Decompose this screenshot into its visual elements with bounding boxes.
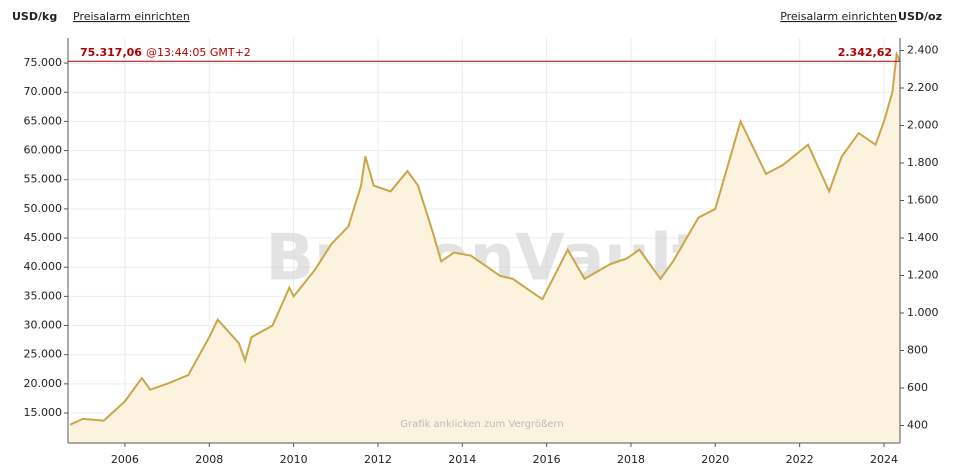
price-alarm-link[interactable]: Preisalarm einrichten <box>73 10 190 23</box>
x-tick-label: 2010 <box>280 453 308 466</box>
y2-axis-unit: USD/oz <box>898 10 942 23</box>
x-tick-label: 2018 <box>617 453 645 466</box>
y-tick-label: 50.000 <box>24 202 63 215</box>
x-tick-label: 2022 <box>786 453 814 466</box>
x-tick-label: 2014 <box>448 453 476 466</box>
y2-tick-label: 1.200 <box>907 268 939 281</box>
y-tick-label: 65.000 <box>24 114 63 127</box>
y-tick-label: 45.000 <box>24 231 63 244</box>
price-timestamp: @13:44:05 GMT+2 <box>146 46 251 59</box>
x-tick-label: 2016 <box>533 453 561 466</box>
y2-tick-label: 1.400 <box>907 231 939 244</box>
y-tick-label: 30.000 <box>24 319 63 332</box>
x-tick-label: 2012 <box>364 453 392 466</box>
x-tick-label: 2008 <box>195 453 223 466</box>
y2-tick-label: 600 <box>907 381 928 394</box>
x-tick-label: 2024 <box>870 453 898 466</box>
y2-tick-label: 1.000 <box>907 306 939 319</box>
y2-tick-label: 2.000 <box>907 118 939 131</box>
price-alarm-link[interactable]: Preisalarm einrichten <box>780 10 897 23</box>
y2-tick-label: 400 <box>907 419 928 432</box>
x-tick-label: 2020 <box>701 453 729 466</box>
y-tick-label: 25.000 <box>24 348 63 361</box>
y2-tick-label: 2.400 <box>907 43 939 56</box>
y-tick-label: 35.000 <box>24 289 63 302</box>
y2-tick-label: 800 <box>907 344 928 357</box>
y-axis-unit: USD/kg <box>12 10 57 23</box>
footer-hint: Grafik anklicken zum Vergrößern <box>400 419 563 430</box>
y-tick-label: 40.000 <box>24 260 63 273</box>
y-tick-label: 15.000 <box>24 406 63 419</box>
area-fill <box>70 54 901 443</box>
current-price-oz-label: 2.342,62 <box>838 46 892 59</box>
y-tick-label: 55.000 <box>24 173 63 186</box>
y2-tick-label: 1.600 <box>907 193 939 206</box>
y2-tick-label: 1.800 <box>907 156 939 169</box>
current-price-label: 75.317,06 <box>80 46 142 59</box>
y-tick-label: 70.000 <box>24 85 63 98</box>
price-line <box>69 50 901 426</box>
x-tick-label: 2006 <box>111 453 139 466</box>
y2-tick-label: 2.200 <box>907 81 939 94</box>
y-tick-label: 75.000 <box>24 56 63 69</box>
y-tick-label: 60.000 <box>24 144 63 157</box>
y-tick-label: 20.000 <box>24 377 63 390</box>
